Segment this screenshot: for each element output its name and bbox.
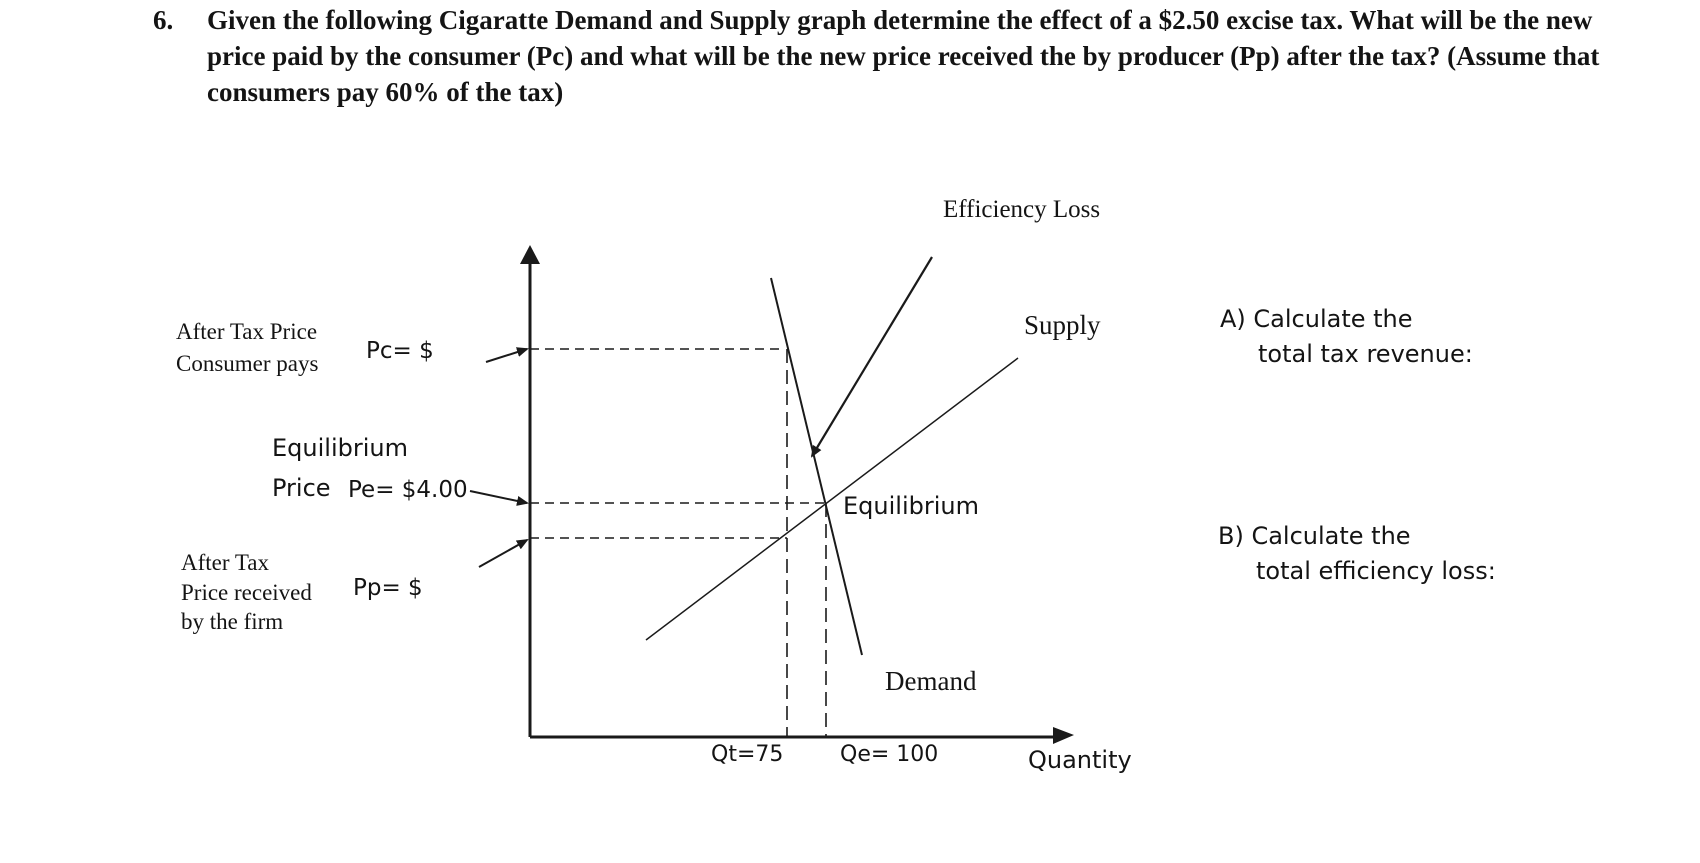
question-b-line1: B) Calculate the [1218, 522, 1411, 550]
pp-label-line1: After Tax [181, 550, 270, 575]
pp-pointer-arrow [478, 539, 529, 568]
quantity-axis-label: Quantity [1028, 746, 1132, 774]
qt-label: Qt=75 [711, 742, 784, 767]
question-a-line1: A) Calculate the [1220, 305, 1413, 333]
question-text: Given the following Cigaratte Demand and… [207, 5, 1600, 107]
pe-pointer-arrow [469, 490, 529, 506]
pp-value-label: Pp= $ [353, 575, 423, 601]
question-number: 6. [153, 5, 174, 35]
y-axis-arrow [520, 245, 540, 264]
pe-label-line1: Equilibrium [272, 434, 408, 462]
pe-label-line2: Price [272, 474, 331, 502]
pe-value-label: Pe= $4.00 [348, 477, 468, 503]
x-axis-arrow [1053, 727, 1074, 744]
pp-label-line2: Price received [181, 580, 312, 605]
supply-curve [645, 357, 1019, 641]
pp-label-line3: by the firm [181, 609, 284, 634]
question-b-line2: total efficiency loss: [1256, 557, 1496, 585]
equilibrium-label: Equilibrium [843, 492, 979, 520]
pc-pointer-arrow [485, 347, 529, 363]
efficiency-loss-label: Efficiency Loss [943, 196, 1101, 223]
efficiency-loss-arrow [810, 256, 933, 458]
pc-value-label: Pc= $ [366, 338, 434, 364]
qe-label: Qe= 100 [840, 742, 939, 767]
supply-label: Supply [1024, 310, 1101, 340]
demand-curve [770, 277, 863, 656]
demand-label: Demand [885, 666, 977, 696]
question-block: 6. Given the following Cigaratte Demand … [153, 2, 1623, 110]
pc-label-line1: After Tax Price [176, 319, 318, 344]
pc-label-line2: Consumer pays [176, 351, 319, 376]
question-a-line2: total tax revenue: [1258, 340, 1473, 368]
